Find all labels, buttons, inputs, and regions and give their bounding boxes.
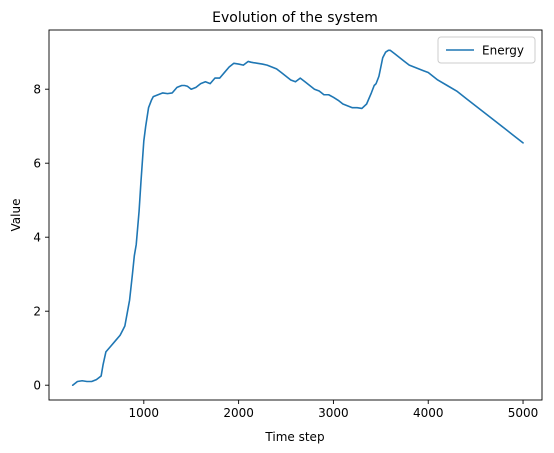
plot-frame [48, 29, 543, 401]
x-tick-label: 4000 [413, 406, 444, 420]
x-tick-label: 1000 [129, 406, 160, 420]
legend: Energy [437, 36, 536, 64]
y-tick-label: 4 [33, 231, 41, 245]
legend-box [437, 36, 536, 64]
x-axis-label: Time step [264, 430, 324, 444]
legend-label-energy: Energy [482, 44, 524, 58]
chart-title: Evolution of the system [212, 10, 378, 26]
y-axis-label: Value [9, 199, 23, 232]
y-axis-ticks: 0 2 4 6 8 [33, 83, 49, 393]
y-tick-label: 8 [33, 83, 41, 97]
x-axis-ticks: 1000 2000 3000 4000 5000 [129, 400, 539, 420]
plot-area [48, 29, 543, 401]
y-tick-label: 6 [33, 157, 41, 171]
x-tick-label: 2000 [223, 406, 254, 420]
y-tick-label: 2 [33, 305, 41, 319]
y-tick-label: 0 [33, 379, 41, 393]
x-tick-label: 5000 [508, 406, 539, 420]
series-line-energy [71, 49, 524, 386]
x-tick-label: 3000 [318, 406, 349, 420]
